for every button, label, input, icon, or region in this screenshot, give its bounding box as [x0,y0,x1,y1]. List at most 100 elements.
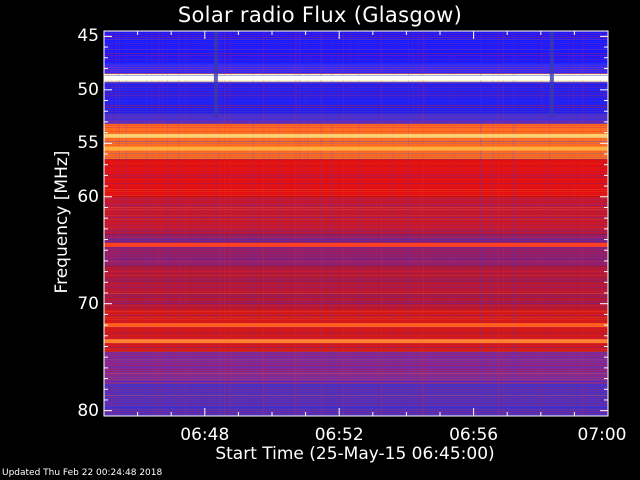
texture-streak [157,31,159,416]
texture-streak [205,31,207,416]
texture-line [104,379,608,380]
texture-streak [342,31,344,416]
gap-stripe [213,31,218,117]
texture-streak [492,31,494,416]
texture-streak [421,31,423,416]
texture-line [104,109,608,110]
texture-streak [219,31,221,416]
texture-streak [417,31,419,416]
texture-line [104,249,608,250]
texture-line [104,309,608,310]
texture-line [104,33,608,34]
texture-line [104,367,608,368]
texture-line [104,219,608,220]
texture-line [104,169,608,170]
texture-line [104,121,608,122]
y-axis-label: Frequency [MHz] [52,150,72,294]
texture-line [104,39,608,40]
texture-streak [358,31,360,416]
texture-line [104,337,608,338]
y-tick-label: 55 [77,133,99,154]
chart-title: Solar radio Flux (Glasgow) [177,3,463,27]
texture-line [104,329,608,330]
texture-line [104,65,608,66]
texture-line [104,157,608,158]
texture-line [104,139,608,140]
texture-line [104,271,608,272]
texture-line [104,397,608,398]
texture-line [104,403,608,404]
texture-streak [332,31,334,416]
texture-line [104,161,608,162]
spectrum-band [104,383,608,416]
texture-line [104,97,608,98]
texture-line [104,173,608,174]
texture-line [104,411,608,412]
spectrum-band [104,31,608,64]
texture-streak [480,31,482,416]
texture-line [104,387,608,388]
texture-line [104,351,608,352]
texture-streak [228,31,230,416]
texture-line [104,107,608,108]
texture-streak [111,31,113,416]
texture-streak [178,31,180,416]
texture-line [104,207,608,208]
texture-line [104,409,608,410]
texture-line [104,301,608,302]
texture-line [104,81,608,82]
spectrum-band [104,159,608,197]
texture-line [104,213,608,214]
texture-line [104,349,608,350]
texture-line [104,75,608,76]
texture-line [104,201,608,202]
texture-line [104,237,608,238]
texture-line [104,171,608,172]
texture-line [104,277,608,278]
texture-line [104,317,608,318]
texture-streak [166,31,168,416]
texture-line [104,199,608,200]
texture-line [104,99,608,100]
texture-streak [304,31,306,416]
spectrum-band [104,82,608,114]
texture-line [104,315,608,316]
texture-line [104,355,608,356]
texture-line [104,259,608,260]
bright-emission-line [104,242,608,247]
texture-line [104,319,608,320]
texture-line [104,185,608,186]
texture-line [104,383,608,384]
texture-line [104,53,608,54]
plot-area [104,31,608,416]
texture-line [104,221,608,222]
texture-streak [252,31,254,416]
texture-line [104,187,608,188]
texture-line [104,123,608,124]
bright-emission-line [104,76,608,81]
spectrum-band [104,63,608,74]
texture-line [104,55,608,56]
texture-line [104,67,608,68]
texture-line [104,365,608,366]
texture-line [104,69,608,70]
texture-line [104,165,608,166]
texture-line [104,59,608,60]
texture-line [104,111,608,112]
texture-line [104,273,608,274]
spectrum-band [104,266,608,310]
texture-streak [453,31,455,416]
texture-line [104,331,608,332]
texture-streak [151,31,153,416]
x-tick-label: 06:48 [180,425,230,445]
texture-line [104,241,608,242]
texture-streak [331,31,333,416]
texture-line [104,279,608,280]
texture-line [104,183,608,184]
texture-line [104,267,608,268]
texture-streak [320,31,322,416]
texture-line [104,225,608,226]
texture-streak [263,31,265,416]
axes [103,30,609,417]
